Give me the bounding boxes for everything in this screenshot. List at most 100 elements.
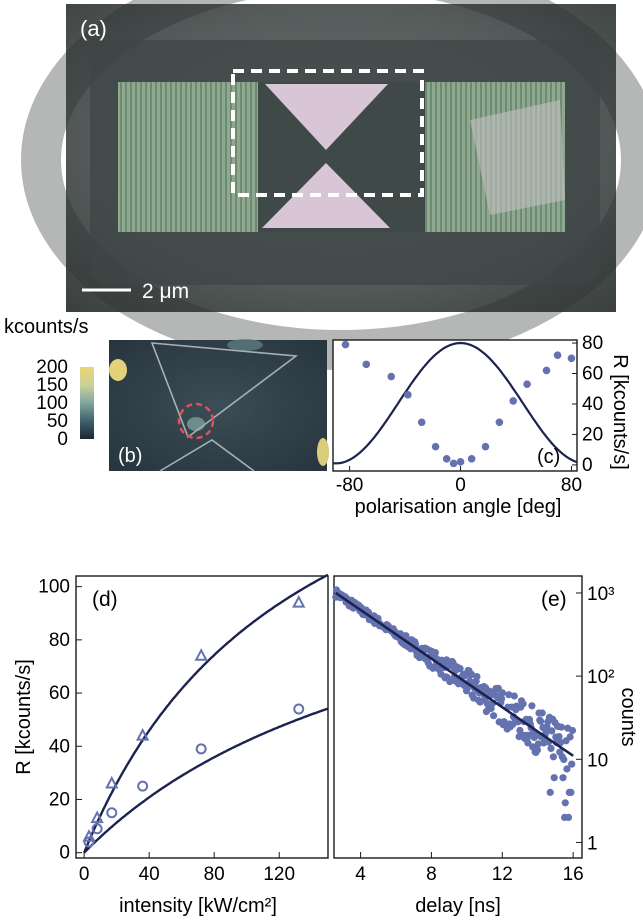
chart-e-point (547, 744, 555, 753)
chart-d-circle-point (195, 743, 207, 755)
chart-e-point (510, 692, 518, 700)
chart-c-point (553, 351, 562, 360)
chart-e-point (537, 717, 545, 725)
chart-d-xtick-label: 120 (263, 864, 295, 885)
chart-d-circle-point (91, 823, 103, 835)
bowtie-lower-triangle (262, 163, 390, 228)
panel-a-label: (a) (80, 16, 107, 41)
chart-c-ylabel: R [kcounts/s] (609, 354, 631, 470)
chart-e-point (431, 649, 439, 657)
right-grating-flake (470, 100, 565, 215)
chart-d-ytick-label: 80 (49, 630, 70, 651)
chart-e-point (524, 739, 532, 747)
chart-e-point (546, 788, 554, 797)
chart-e-point (567, 788, 575, 797)
chart-e-point (473, 673, 481, 681)
pl-map (109, 340, 327, 471)
panel-a: (a) 2 μm (21, 0, 643, 370)
panel-b-label: (b) (118, 445, 142, 467)
chart-e-point (549, 753, 558, 761)
chart-e-point (560, 755, 568, 764)
chart-e-point (559, 774, 567, 782)
chart-e-point (463, 684, 471, 692)
map-feature (227, 339, 263, 351)
chart-e-point (548, 727, 556, 735)
chart-e-point (505, 691, 513, 699)
chart-d-fit-curve (82, 573, 329, 854)
chart-c-point (404, 391, 412, 399)
chart-c-xtick-label: 80 (561, 475, 582, 496)
chart-c-frame (332, 339, 578, 472)
chart-c-ytick-label: 60 (582, 364, 603, 385)
chart-d-xlabel: intensity [kW/cm²] (119, 895, 277, 917)
chart-c-point (449, 459, 458, 468)
chart-e-point (566, 733, 574, 741)
chart-e-point (534, 740, 542, 748)
chart-e-point (446, 678, 454, 686)
chart-c-xtick-label: 0 (455, 475, 466, 496)
chart-e-point (467, 670, 475, 678)
chart-e-point (557, 723, 566, 731)
colorbar-tick: 150 (36, 375, 68, 396)
chart-c-point (523, 380, 531, 388)
chart-c-ytick-label: 0 (582, 455, 593, 476)
chart-d: 0 40 80 120 0 20 40 60 80 100 (d) intensity [kW/… (13, 573, 329, 917)
chart-c-ytick-label: 20 (582, 424, 603, 445)
chart-e-point (550, 774, 558, 782)
chart-e-point (498, 695, 506, 703)
chart-e-label: (e) (541, 588, 567, 611)
colorbar-tick: 0 (57, 429, 68, 450)
chart-e-point (568, 726, 577, 735)
chart-d-ylabel: R [kcounts/s] (13, 659, 35, 775)
chart-d-ytick-label: 20 (49, 789, 70, 810)
chart-d-xtick-label: 0 (79, 864, 90, 885)
map-bright-corner (109, 359, 127, 381)
chart-e-xtick-label: 12 (492, 864, 513, 885)
chart-c-point (567, 354, 576, 363)
chart-e-ytick-label: 1 (587, 833, 598, 854)
chart-c-point (542, 366, 551, 375)
colorbar-tick: 50 (47, 411, 68, 432)
chart-d-xtick-label: 80 (204, 864, 225, 885)
chart-e-xlabel: delay [ns] (415, 895, 501, 917)
chart-e-fit-line (335, 591, 574, 757)
chart-d-label: (d) (92, 588, 118, 611)
chart-c-point (467, 455, 476, 463)
chart-c-point (431, 442, 440, 451)
chart-e-point (564, 813, 573, 822)
chart-d-circle-point (293, 703, 305, 715)
chart-d-circle-point (137, 780, 149, 792)
chart-c-point (495, 418, 504, 427)
grating-left (118, 82, 258, 232)
chart-c-ytick-label: 80 (582, 333, 603, 354)
chart-d-circle-point (106, 807, 118, 819)
dashed-roi-box (231, 69, 424, 197)
map-feature (255, 407, 275, 423)
chart-c-label: (c) (537, 446, 560, 468)
chart-d-triangle-point (90, 810, 104, 824)
chart-d-ytick-label: 100 (38, 577, 70, 598)
chart-d-fit-curve (83, 707, 329, 854)
chart-e-ytick-label: 10 (587, 750, 608, 771)
chart-e-point (533, 746, 542, 754)
colorbar-tick: 100 (36, 393, 68, 414)
chart-e-point (561, 799, 569, 807)
chart-e-ytick-label: 10³ (587, 584, 614, 605)
map-triangle-outline (150, 342, 299, 439)
chart-d-frame (75, 575, 329, 859)
chart-d-triangle-point (136, 727, 150, 741)
chart-d-triangle-point (105, 775, 119, 789)
emitter-circle-marker (177, 402, 215, 440)
chart-c-point (362, 360, 371, 369)
chart-d-triangle-point (292, 594, 306, 608)
chart-c-point (456, 458, 465, 466)
chart-c-xlabel: polarisation angle [deg] (355, 496, 562, 518)
chart-d-ytick-label: 60 (49, 683, 70, 704)
chart-c-point (417, 418, 426, 427)
panel-b: kcounts/s 200 150 100 50 0 (b) (4, 316, 329, 472)
scalebar-label: 2 μm (142, 280, 189, 303)
chart-c-point (442, 455, 451, 463)
chart-d-ytick-label: 40 (49, 736, 70, 757)
